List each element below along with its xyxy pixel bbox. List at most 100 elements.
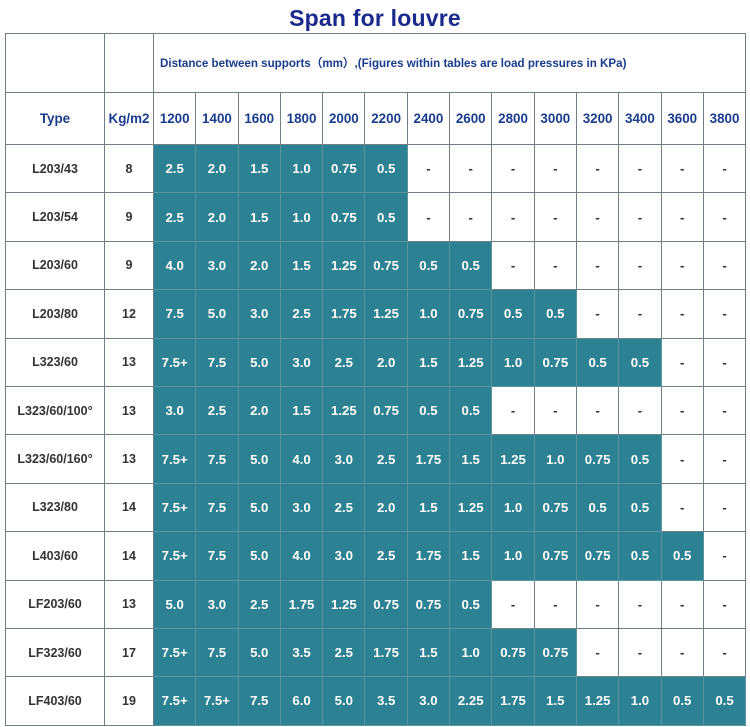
- load-value-cell: 1.5: [449, 434, 493, 484]
- empty-value-cell: -: [575, 579, 620, 629]
- load-value-cell: 1.25: [449, 482, 493, 533]
- load-value-cell: 4.0: [279, 531, 324, 581]
- empty-value-cell: -: [533, 579, 577, 629]
- empty-value-cell: -: [406, 143, 451, 194]
- empty-value-cell: -: [491, 192, 535, 242]
- table-row: LF203/60 13 5.0 3.0 2.5 1.75 1.25 0.75 0.75 0.5- -…: [5, 579, 747, 629]
- empty-value-cell: -: [491, 579, 535, 629]
- empty-value-cell: -: [660, 337, 704, 387]
- kg-cell: 12: [104, 289, 154, 339]
- table-row: L203/60 9 4.0 3.0 2.0 1.5 1.25 0.75 0.5 0.5- - - - - -: [5, 240, 747, 291]
- load-value-cell: 5.0: [322, 676, 366, 726]
- table-row: L323/80 14 7.5+ 7.5 5.0 3.0 2.5 2.0 1.5 1.25 1.0 0.…: [5, 482, 747, 533]
- load-value-cell: 0.75: [364, 385, 408, 436]
- type-cell: LF403/60: [5, 676, 105, 726]
- empty-value-cell: -: [491, 240, 535, 291]
- load-value-cell: 1.75: [364, 627, 408, 678]
- load-value-cell: 0.5: [491, 289, 535, 339]
- load-value-cell: 1.25: [322, 385, 366, 436]
- load-value-cell: 3.0: [152, 385, 197, 436]
- load-value-cell: 1.0: [279, 192, 324, 242]
- span-table: Distance between supports（mm）,(Figures w…: [5, 33, 747, 726]
- kg-cell: 17: [104, 627, 154, 678]
- empty-value-cell: -: [660, 240, 704, 291]
- load-value-cell: 2.0: [364, 482, 408, 533]
- kg-cell: 14: [104, 482, 154, 533]
- load-value-cell: 2.0: [195, 192, 239, 242]
- empty-value-cell: -: [702, 337, 747, 387]
- load-value-cell: 1.75: [322, 289, 366, 339]
- type-cell: L203/60: [5, 240, 105, 291]
- load-value-cell: 0.5: [364, 143, 408, 194]
- distance-header-2800: 2800: [491, 92, 535, 145]
- table-row: LF323/60 17 7.5+ 7.5 5.0 3.5 2.5 1.75 1.5 1.0 0.75…: [5, 627, 747, 678]
- load-value-cell: 1.5: [237, 143, 281, 194]
- empty-value-cell: -: [702, 531, 747, 581]
- load-value-cell: 1.0: [406, 289, 451, 339]
- table-row: L203/43 8 2.5 2.0 1.5 1.0 0.75 0.5- - - - - - - -: [5, 143, 747, 194]
- load-value-cell: 0.75: [406, 579, 451, 629]
- load-value-cell: 1.75: [406, 434, 451, 484]
- load-value-cell: 3.0: [195, 240, 239, 291]
- table-row: L203/54 9 2.5 2.0 1.5 1.0 0.75 0.5- - - - - - - -: [5, 192, 747, 242]
- table-row: L323/60 13 7.5+ 7.5 5.0 3.0 2.5 2.0 1.5 1.25 1.0 0.…: [5, 337, 747, 387]
- load-value-cell: 5.0: [237, 627, 281, 678]
- empty-value-cell: -: [449, 192, 493, 242]
- load-value-cell: 0.5: [406, 385, 451, 436]
- distance-header-3000: 3000: [533, 92, 577, 145]
- load-value-cell: 2.5: [237, 579, 281, 629]
- load-value-cell: 3.0: [237, 289, 281, 339]
- empty-value-cell: -: [660, 482, 704, 533]
- type-cell: L323/80: [5, 482, 105, 533]
- empty-value-cell: -: [702, 385, 747, 436]
- distance-header-1400: 1400: [195, 92, 239, 145]
- load-value-cell: 2.25: [449, 676, 493, 726]
- load-value-cell: 0.75: [533, 531, 577, 581]
- load-value-cell: 0.5: [660, 676, 704, 726]
- load-value-cell: 5.0: [237, 482, 281, 533]
- load-value-cell: 4.0: [152, 240, 197, 291]
- load-value-cell: 7.5+: [152, 482, 197, 533]
- load-value-cell: 2.0: [237, 240, 281, 291]
- empty-value-cell: -: [618, 289, 662, 339]
- load-value-cell: 3.0: [279, 337, 324, 387]
- distance-header-1800: 1800: [279, 92, 324, 145]
- load-value-cell: 2.0: [364, 337, 408, 387]
- load-value-cell: 0.5: [449, 385, 493, 436]
- empty-value-cell: -: [575, 289, 620, 339]
- type-cell: LF203/60: [5, 579, 105, 629]
- type-cell: L203/80: [5, 289, 105, 339]
- load-value-cell: 1.25: [322, 240, 366, 291]
- load-value-cell: 0.75: [322, 143, 366, 194]
- empty-value-cell: -: [618, 627, 662, 678]
- load-value-cell: 1.0: [491, 337, 535, 387]
- load-value-cell: 3.0: [322, 434, 366, 484]
- kg-cell: 14: [104, 531, 154, 581]
- kg-cell: 9: [104, 192, 154, 242]
- load-value-cell: 7.5: [195, 482, 239, 533]
- load-value-cell: 1.75: [279, 579, 324, 629]
- empty-value-cell: -: [702, 143, 747, 194]
- load-value-cell: 2.5: [322, 482, 366, 533]
- load-value-cell: 5.0: [195, 289, 239, 339]
- kg-cell: 13: [104, 579, 154, 629]
- load-value-cell: 2.5: [279, 289, 324, 339]
- load-value-cell: 0.5: [406, 240, 451, 291]
- load-value-cell: 2.0: [237, 385, 281, 436]
- load-value-cell: 1.5: [279, 385, 324, 436]
- load-value-cell: 1.0: [491, 482, 535, 533]
- load-value-cell: 1.25: [449, 337, 493, 387]
- load-value-cell: 2.5: [322, 337, 366, 387]
- load-value-cell: 7.5: [237, 676, 281, 726]
- empty-value-cell: -: [660, 434, 704, 484]
- load-value-cell: 0.5: [575, 482, 620, 533]
- empty-value-cell: -: [406, 192, 451, 242]
- load-value-cell: 0.75: [533, 627, 577, 678]
- load-value-cell: 1.75: [491, 676, 535, 726]
- empty-value-cell: -: [575, 240, 620, 291]
- load-value-cell: 1.0: [491, 531, 535, 581]
- load-value-cell: 1.5: [237, 192, 281, 242]
- load-value-cell: 1.0: [533, 434, 577, 484]
- empty-value-cell: -: [533, 240, 577, 291]
